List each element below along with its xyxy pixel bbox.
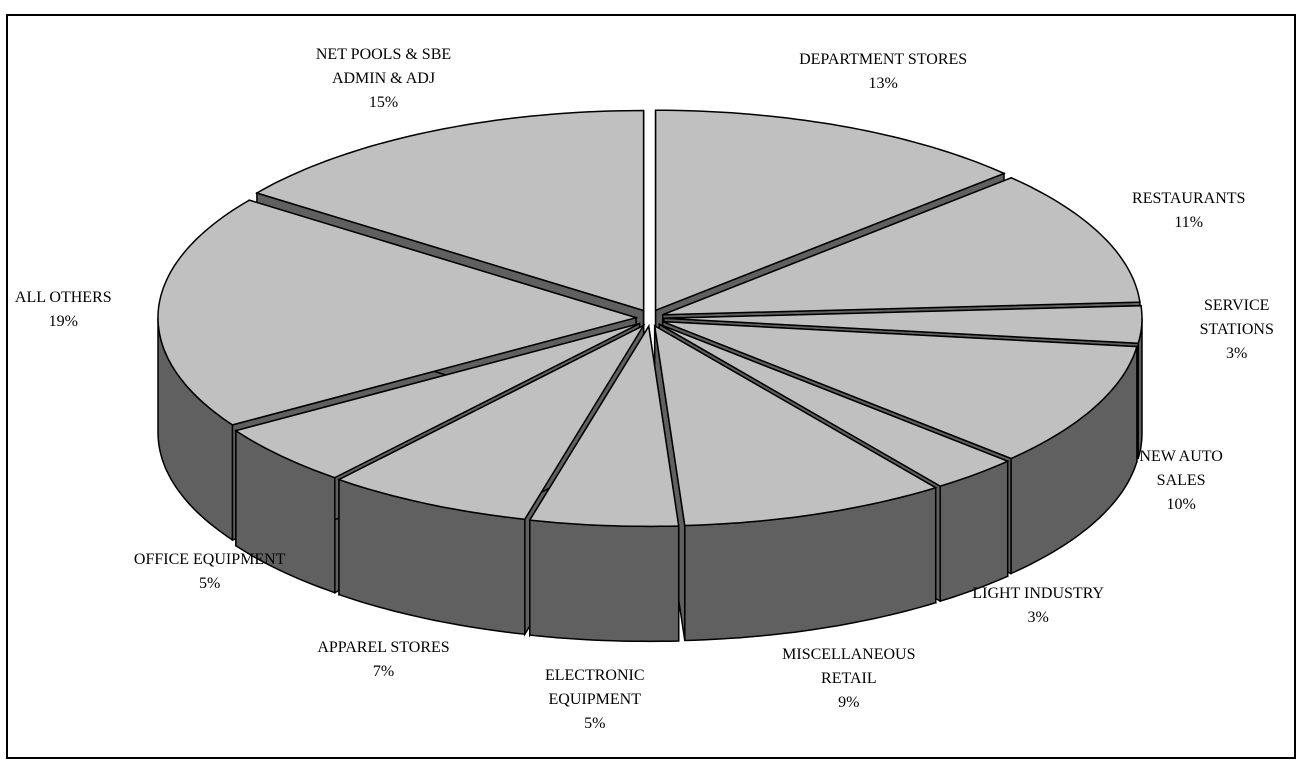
category-label: APPAREL STORES [317,638,450,656]
category-label: OFFICE EQUIPMENT [133,550,286,568]
value-label: 3% [1226,345,1248,363]
slice-label: LIGHT INDUSTRY 3% [972,582,1104,630]
category-label: LIGHT INDUSTRY [972,584,1105,602]
slice-label: APPAREL STORES 7% [317,636,449,684]
slice-label: ALL OTHERS 19% [15,286,112,334]
slice-label: NEW AUTO SALES 10% [1139,445,1222,517]
slice-top [654,109,1006,312]
slice-label: OFFICE EQUIPMENT 5% [134,548,286,596]
category-label: MISCELLANEOUS RETAIL [782,645,916,687]
slice-label: SERVICE STATIONS 3% [1200,294,1274,366]
value-label: 5% [584,714,606,732]
slice-top [663,304,1143,345]
slice-label: RESTAURANTS 11% [1132,187,1245,235]
value-label: 19% [48,312,78,330]
slice-top [658,323,1010,487]
value-label: 11% [1174,214,1204,232]
value-label: 10% [1166,496,1196,514]
value-label: 9% [838,693,860,711]
slice-top [653,324,938,527]
slice-label: DEPARTMENT STORES 13% [799,48,967,96]
category-label: ELECTRONIC EQUIPMENT [544,666,645,708]
slice-outer-wall [529,519,680,643]
slice-top [255,109,645,312]
slice-top [662,320,1138,460]
value-label: 3% [1027,608,1049,626]
slice-label: NET POOLS & SBE ADMIN & ADJ 15% [316,43,451,115]
category-label: SERVICE STATIONS [1199,297,1274,339]
chart-frame [6,14,1296,759]
category-label: ALL OTHERS [14,288,112,306]
slice-label: MISCELLANEOUS RETAIL 9% [782,643,915,715]
slice-top [157,199,639,426]
value-label: 7% [372,662,395,680]
slice-top [337,323,646,520]
category-label: NET POOLS & SBE ADMIN & ADJ [315,45,452,87]
value-label: 13% [868,74,898,92]
value-label: 15% [368,93,399,111]
category-label: DEPARTMENT STORES [799,50,968,68]
category-label: RESTAURANTS [1132,190,1246,208]
slice-top [234,322,640,479]
slice-top [528,324,680,528]
slice-label: ELECTRONIC EQUIPMENT 5% [545,664,645,736]
value-label: 5% [199,574,221,592]
slice-top [662,176,1141,316]
category-label: NEW AUTO SALES [1139,448,1223,490]
